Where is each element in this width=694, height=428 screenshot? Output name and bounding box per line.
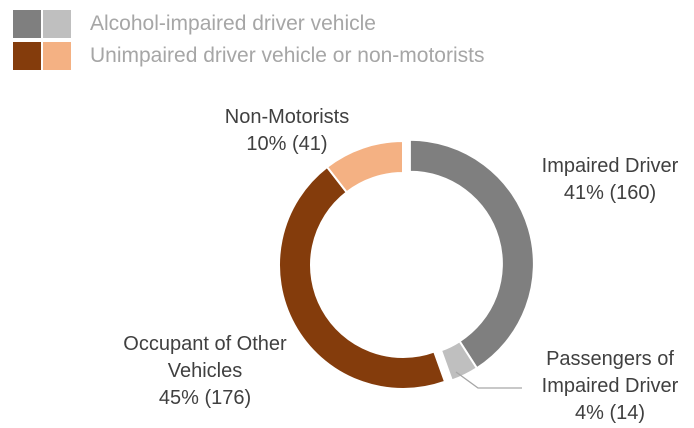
donut-slice xyxy=(278,165,447,390)
value-label: 10% (41) xyxy=(246,133,328,155)
donut-slice xyxy=(408,138,535,370)
category-label: Impaired Driver xyxy=(541,155,679,177)
legend-label: Alcohol-impaired driver vehicle xyxy=(90,12,376,35)
slice-label: Impaired Driver 41% (160) xyxy=(525,153,694,207)
category-label: Passengers of Impaired Driver xyxy=(541,348,679,397)
slice-label: Occupant of Other Vehicles 45% (176) xyxy=(120,331,290,412)
legend-swatch xyxy=(13,10,41,38)
category-label: Non-Motorists xyxy=(224,106,350,128)
leader-line xyxy=(455,371,522,389)
slice-label: Non-Motorists 10% (41) xyxy=(202,104,372,158)
legend-swatch xyxy=(43,10,71,38)
legend-label: Unimpaired driver vehicle or non-motoris… xyxy=(90,44,485,67)
value-label: 45% (176) xyxy=(158,387,252,409)
category-label: Occupant of Other Vehicles xyxy=(123,333,287,382)
donut-slice xyxy=(439,339,479,382)
legend-swatch xyxy=(43,42,71,70)
legend-swatch xyxy=(13,42,41,70)
slice-label: Passengers of Impaired Driver 4% (14) xyxy=(525,346,694,427)
value-label: 4% (14) xyxy=(574,402,646,424)
value-label: 41% (160) xyxy=(563,182,657,204)
donut-slice xyxy=(325,139,404,194)
